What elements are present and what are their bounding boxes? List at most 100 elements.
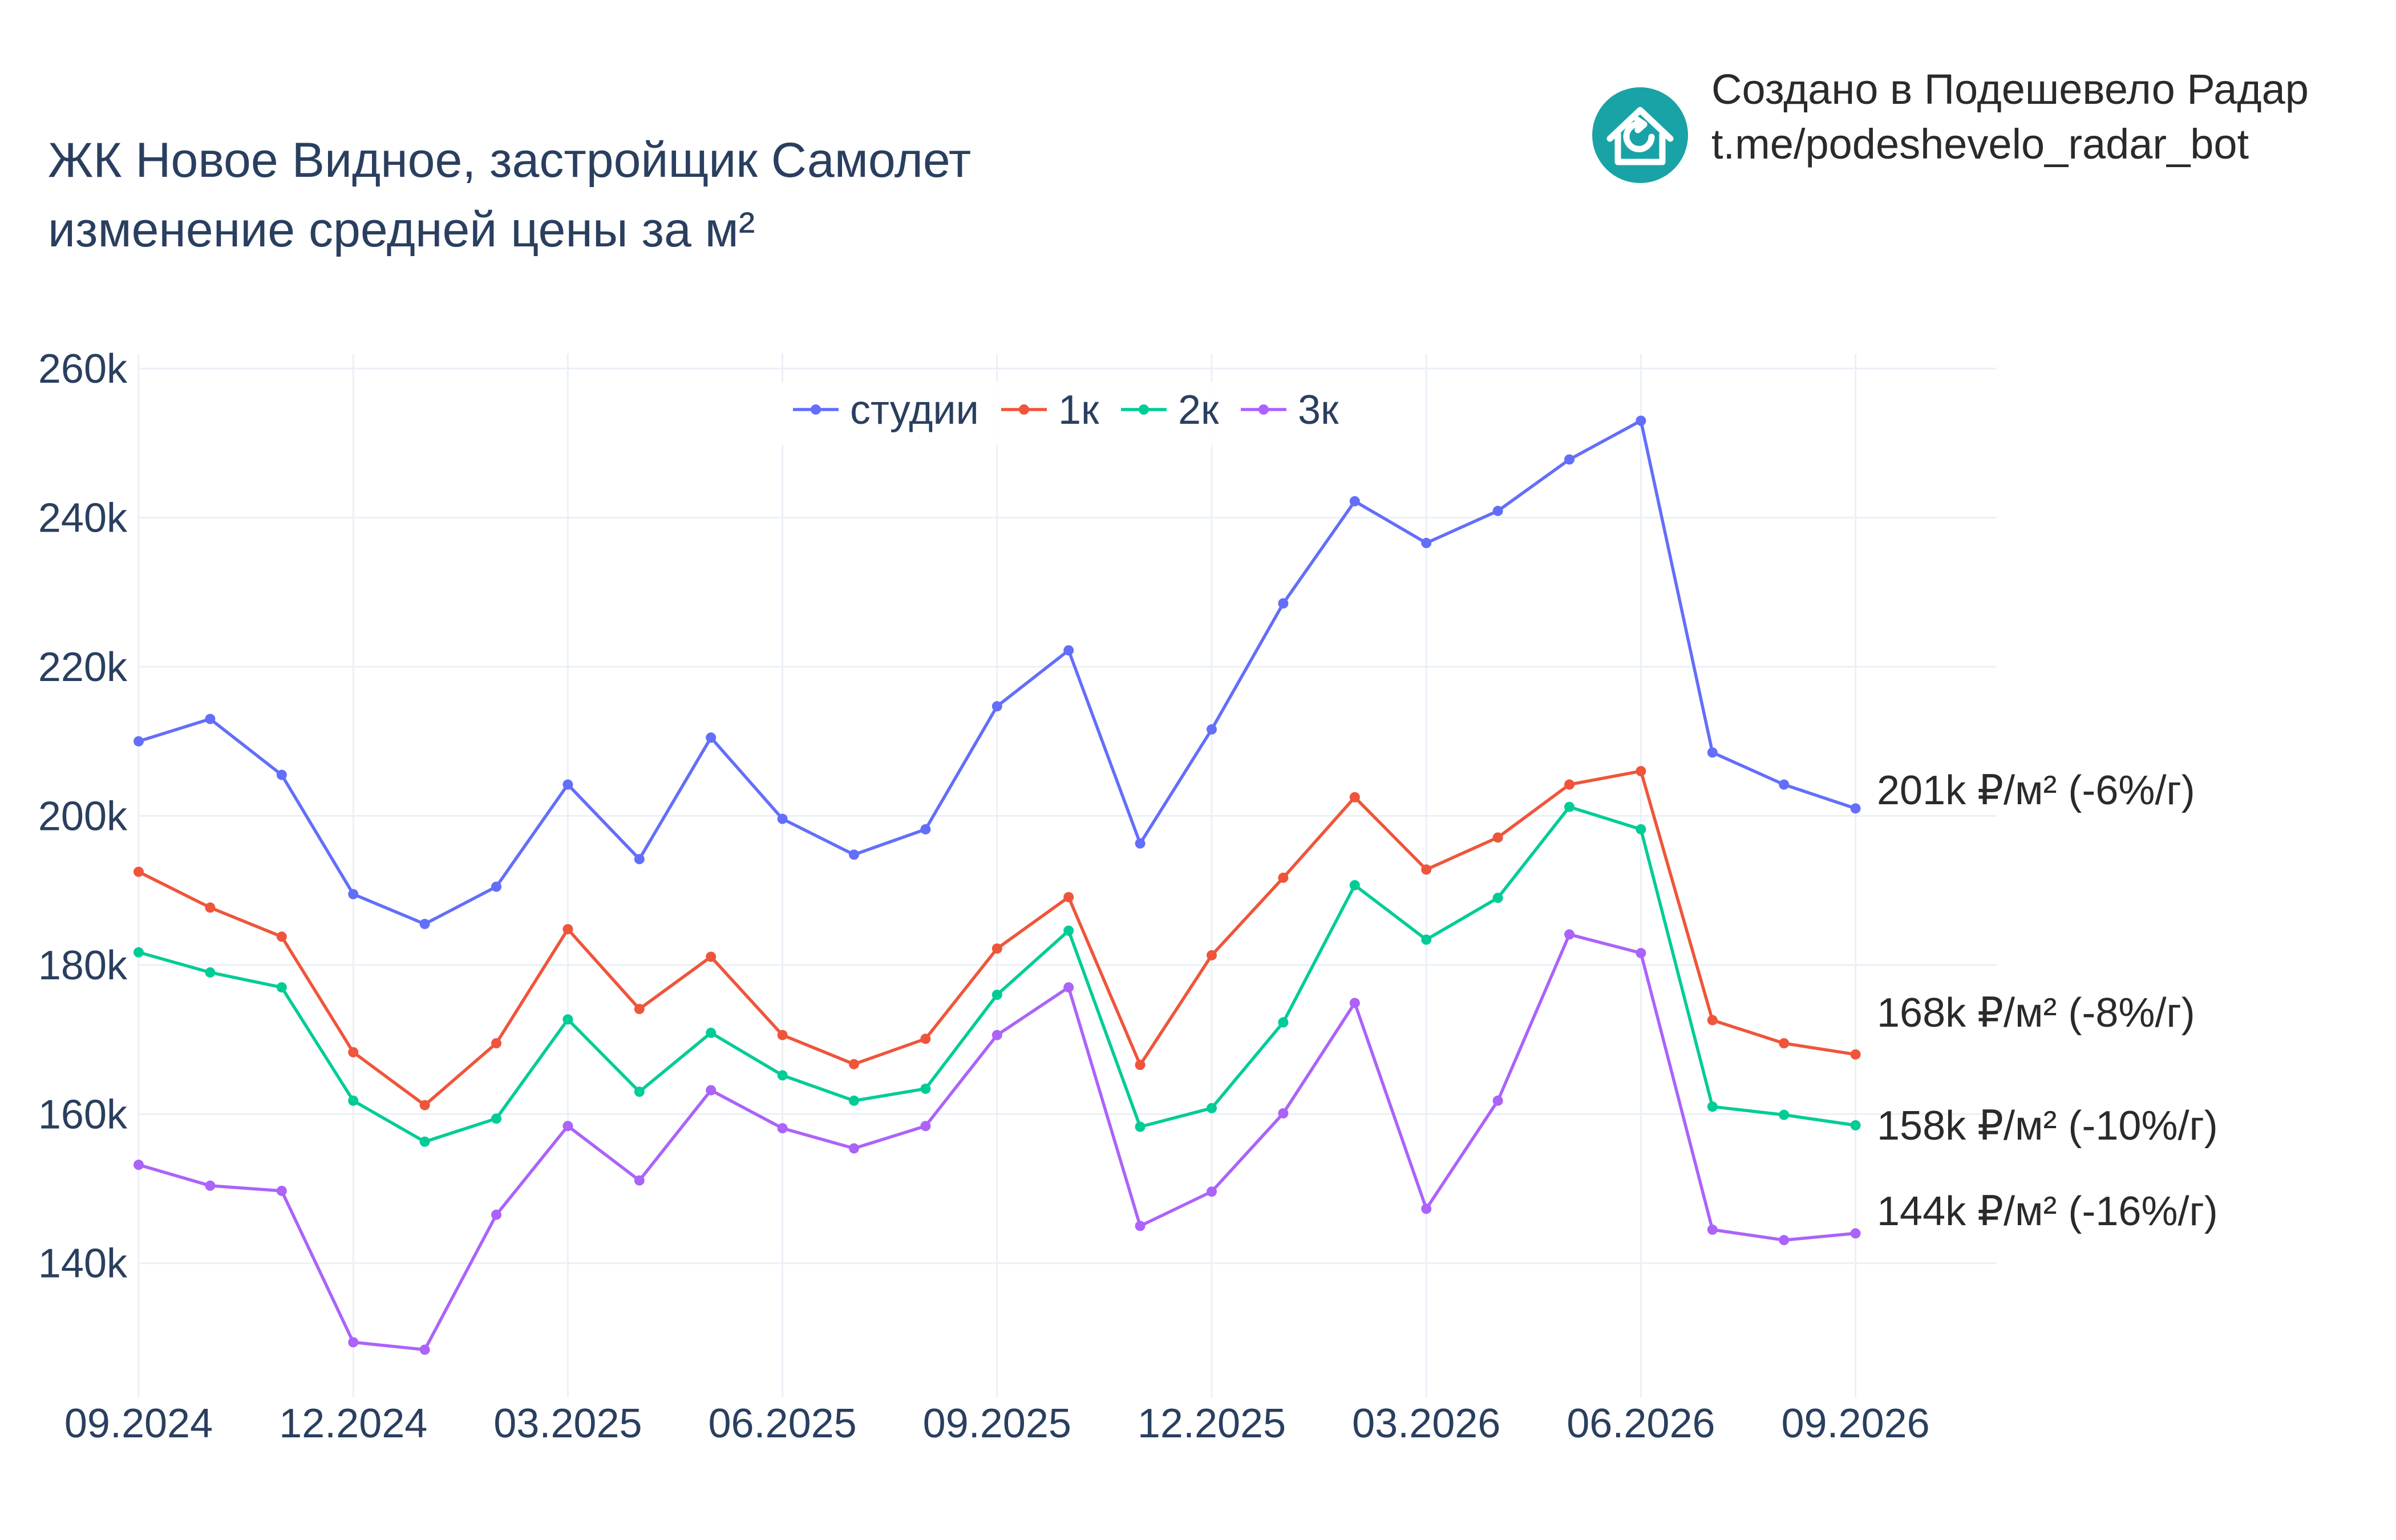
data-point (276, 982, 287, 993)
series-3 (133, 801, 1861, 1147)
data-point (348, 889, 359, 899)
y-tick-label: 220k (38, 645, 128, 690)
legend-background (782, 382, 1352, 445)
data-point (1636, 415, 1646, 426)
x-tick-label: 12.2024 (279, 1401, 427, 1446)
data-point (491, 881, 501, 892)
end-value-label: 201k ₽/м² (-6%/г) (1877, 768, 2195, 813)
data-point (1850, 1228, 1861, 1239)
x-axis: 09.2024 12.2024 03.2025 06.2025 09.2025 12.20… (64, 1401, 1930, 1446)
x-tick-label: 03.2026 (1352, 1401, 1500, 1446)
data-point (1850, 803, 1861, 814)
data-point (419, 918, 430, 929)
data-point (348, 1047, 359, 1057)
x-tick-label: 06.2026 (1567, 1401, 1715, 1446)
data-point (1278, 598, 1289, 609)
end-value-label: 168k ₽/м² (-8%/г) (1877, 990, 2195, 1036)
data-point (133, 866, 144, 877)
data-point (777, 1123, 788, 1134)
end-labels: 201k ₽/м² (-6%/г) 168k ₽/м² (-8%/г) 158k ₽… (1877, 768, 2218, 1234)
data-point (920, 1034, 931, 1044)
data-point (706, 1027, 717, 1038)
data-point (1636, 766, 1646, 776)
y-tick-label: 200k (38, 793, 128, 839)
legend-item[interactable]: студии (793, 387, 979, 433)
data-point (133, 947, 144, 958)
data-point (1063, 982, 1074, 993)
x-tick-label: 06.2025 (708, 1401, 856, 1446)
data-point (1063, 645, 1074, 656)
data-point (1707, 1224, 1718, 1235)
data-point (1421, 538, 1432, 549)
data-point (348, 1337, 359, 1348)
data-point (634, 854, 645, 865)
grid (137, 354, 1997, 1397)
data-point (849, 849, 859, 860)
data-point (1492, 893, 1503, 903)
data-point (849, 1143, 859, 1154)
data-point (1421, 864, 1432, 875)
data-point (562, 1121, 573, 1132)
data-point (1492, 1095, 1503, 1106)
data-point (1349, 496, 1360, 506)
data-point (1850, 1120, 1861, 1130)
brand-title: Создано в Подешевело Радар (1711, 66, 2309, 113)
data-point (562, 779, 573, 790)
data-point (1278, 1108, 1289, 1118)
data-point (419, 1136, 430, 1147)
brand-logo[interactable] (1592, 87, 1688, 183)
data-point (205, 1180, 216, 1191)
data-point (1349, 792, 1360, 803)
legend-item[interactable]: 2к (1121, 387, 1219, 433)
data-point (1349, 880, 1360, 890)
data-point (706, 732, 717, 743)
x-tick-label: 03.2025 (493, 1401, 642, 1446)
legend-label: 2к (1178, 387, 1219, 433)
data-point (1564, 779, 1575, 790)
data-point (1492, 505, 1503, 516)
series-2 (133, 766, 1861, 1111)
data-point (777, 1070, 788, 1081)
data-point (634, 1003, 645, 1014)
data-point (777, 1030, 788, 1040)
data-point (1207, 1186, 1217, 1197)
legend-item[interactable]: 1к (1001, 387, 1099, 433)
x-tick-label: 09.2024 (64, 1401, 213, 1446)
data-point (1135, 1060, 1146, 1071)
brand-link[interactable]: t.me/podeshevelo_radar_bot (1711, 120, 2249, 168)
x-tick-label: 09.2026 (1781, 1401, 1929, 1446)
data-point (991, 990, 1002, 1000)
y-axis: 140k 160k 180k 200k 220k 240k 260k (38, 346, 128, 1287)
data-point (991, 1030, 1002, 1040)
data-point (920, 1083, 931, 1094)
data-point (1564, 929, 1575, 940)
series-1 (133, 415, 1861, 929)
data-point (1779, 1038, 1790, 1049)
data-point (562, 1014, 573, 1025)
data-point (706, 1085, 717, 1096)
legend[interactable]: студии 1к 2к 3к (782, 382, 1352, 445)
data-point (777, 813, 788, 824)
end-value-label: 144k ₽/м² (-16%/г) (1877, 1189, 2218, 1234)
data-point (1278, 1017, 1289, 1028)
data-point (205, 967, 216, 978)
data-point (1850, 1049, 1861, 1060)
y-tick-label: 180k (38, 943, 128, 988)
data-point (1707, 1015, 1718, 1026)
x-tick-label: 12.2025 (1138, 1401, 1286, 1446)
data-point (1779, 779, 1790, 790)
data-point (1135, 1221, 1146, 1231)
legend-item[interactable]: 3к (1241, 387, 1339, 433)
data-point (1063, 925, 1074, 936)
legend-marker (1019, 404, 1029, 415)
data-point (849, 1059, 859, 1069)
data-point (991, 701, 1002, 712)
data-point (1564, 454, 1575, 465)
data-point (491, 1209, 501, 1220)
data-point (1063, 891, 1074, 902)
x-tick-label: 09.2025 (923, 1401, 1071, 1446)
data-point (1636, 947, 1646, 958)
data-point (1421, 934, 1432, 945)
chart-subtitle: изменение средней цены за м² (48, 202, 755, 257)
